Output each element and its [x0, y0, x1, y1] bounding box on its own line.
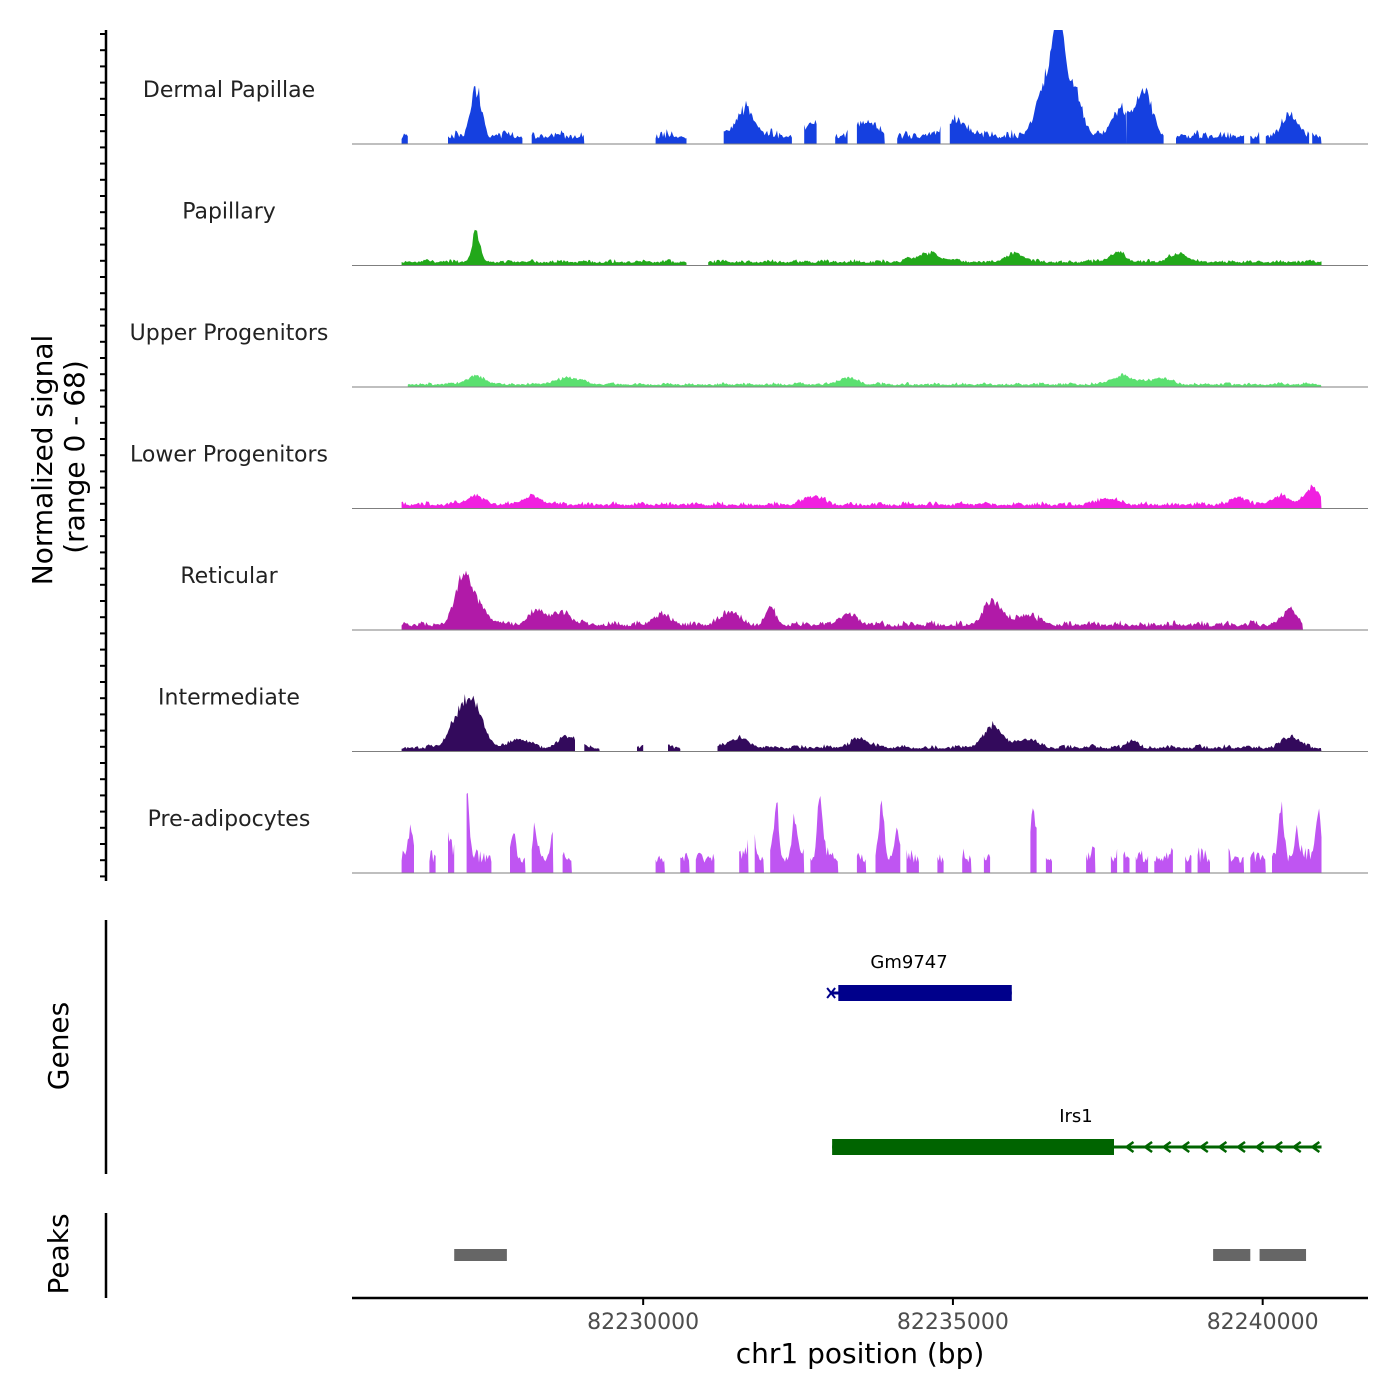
strand-arrow [1198, 1140, 1209, 1154]
x-axis-title: chr1 position (bp) [736, 1337, 985, 1370]
strand-arrow [1291, 1140, 1302, 1154]
track-label-3: Lower Progenitors [130, 443, 328, 468]
strand-arrow [1235, 1140, 1246, 1154]
gene-end-mark-0 [826, 987, 836, 999]
peaks-label: Peaks [42, 1213, 75, 1294]
strand-arrow [1124, 1140, 1135, 1154]
x-tick-label-0: 82230000 [587, 1310, 699, 1335]
strand-arrow [1254, 1140, 1265, 1154]
y-axis-title-line2: (range 0 - 68) [58, 360, 91, 554]
track-label-4: Reticular [180, 564, 278, 589]
track-label-0: Dermal Papillae [143, 78, 315, 103]
x-tick-label-1: 82235000 [897, 1310, 1009, 1335]
track-label-5: Intermediate [158, 686, 300, 711]
strand-arrow [1310, 1140, 1321, 1154]
gene-label-0: Gm9747 [870, 952, 947, 973]
signal-area-3 [401, 484, 1322, 509]
strand-arrow [1273, 1140, 1283, 1154]
track-label-1: Papillary [182, 200, 276, 225]
signal-area-6 [401, 792, 1322, 873]
strand-arrow [1180, 1140, 1190, 1154]
signal-area-5 [401, 694, 1322, 752]
gene-exon-0 [838, 985, 1012, 1001]
strand-arrow [1217, 1140, 1228, 1154]
gene-label-1: Irs1 [1059, 1106, 1093, 1127]
signal-area-0 [401, 30, 1322, 144]
peak-region-2 [1259, 1249, 1307, 1261]
signal-area-2 [407, 373, 1322, 387]
peak-region-1 [1213, 1249, 1251, 1261]
gene-exon-1 [832, 1139, 1114, 1155]
peak-region-0 [454, 1249, 507, 1261]
x-tick-label-2: 82240000 [1207, 1310, 1319, 1335]
track-label-6: Pre-adipocytes [148, 807, 311, 832]
track-label-2: Upper Progenitors [130, 321, 329, 346]
signal-area-1 [401, 229, 1322, 266]
y-axis-title-line1: Normalized signal [26, 335, 59, 586]
strand-arrow [1161, 1140, 1172, 1154]
genes-label: Genes [42, 1002, 75, 1090]
signal-area-4 [401, 570, 1304, 630]
strand-arrow [1142, 1140, 1153, 1154]
